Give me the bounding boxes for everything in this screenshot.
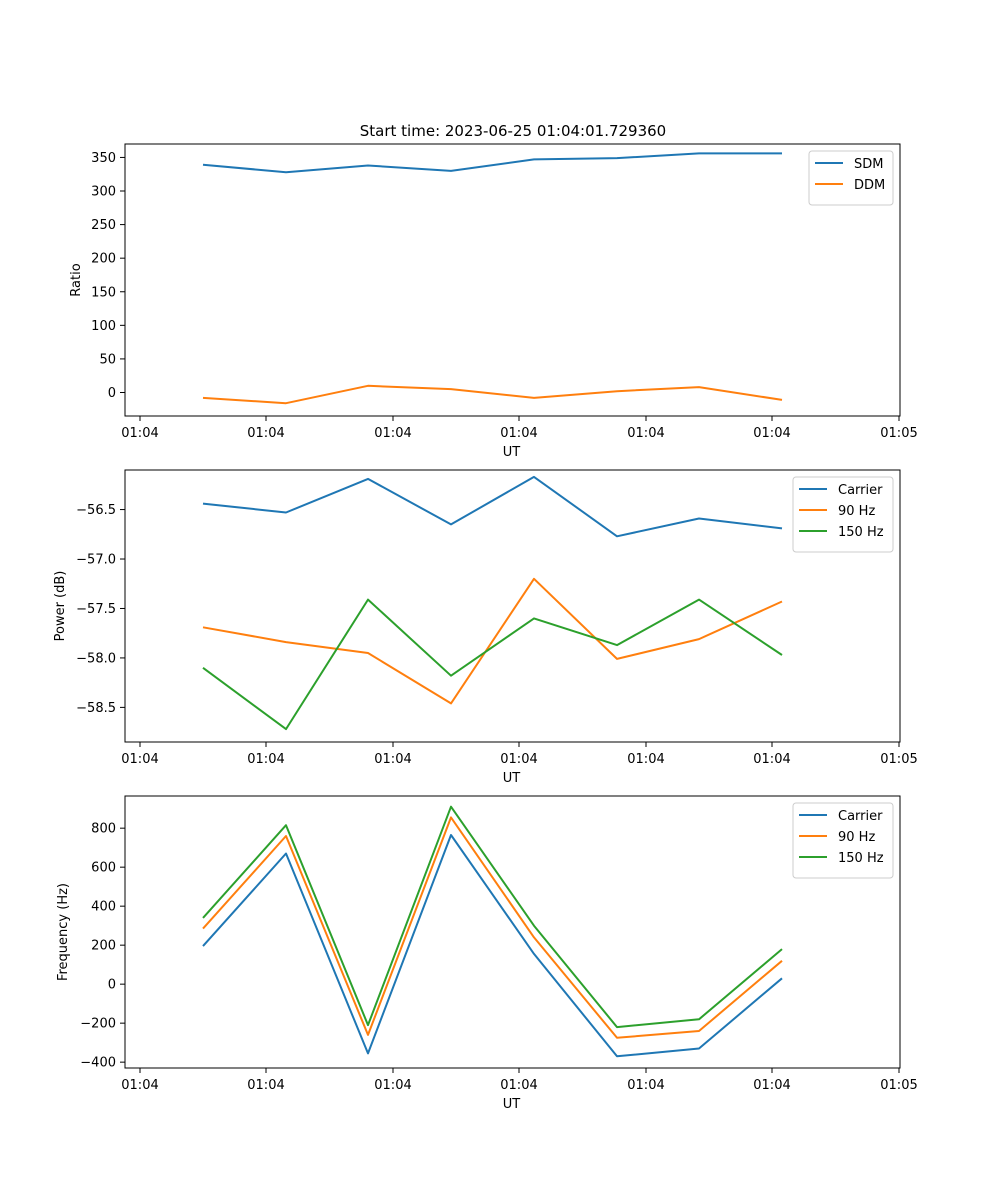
y-tick-label: 400 <box>91 900 116 915</box>
legend-box <box>792 802 894 879</box>
x-tick-label: 01:04 <box>247 426 284 441</box>
legend-box <box>808 150 894 206</box>
y-axis-label: Power (dB) <box>53 571 68 642</box>
x-tick-label: 01:04 <box>500 426 537 441</box>
plot-area <box>124 469 901 743</box>
x-tick-label: 01:04 <box>500 752 537 767</box>
series-line-90-hz <box>202 577 783 705</box>
legend: Carrier 90 Hz 150 Hz <box>792 476 894 553</box>
legend: Carrier 90 Hz 150 Hz <box>792 802 894 879</box>
x-tick-label: 01:05 <box>880 426 917 441</box>
ratio-panel: 01:04 01:04 01:04 01:04 01:04 01:04 01:05 UT 0 50… <box>69 143 918 460</box>
x-tick-label: 01:05 <box>880 1078 917 1093</box>
x-tick-label: 01:04 <box>627 426 664 441</box>
y-tick-label: −57.0 <box>76 553 116 568</box>
y-axis-label: Frequency (Hz) <box>56 883 71 981</box>
y-tick-label: 800 <box>91 822 116 837</box>
x-tick-label: 01:04 <box>121 752 158 767</box>
series-line-carrier <box>202 834 783 1058</box>
series-line-90-hz <box>202 816 783 1039</box>
x-tick-label: 01:05 <box>880 752 917 767</box>
legend-label-sdm: SDM <box>854 157 883 172</box>
legend-label-150-hz: 150 Hz <box>838 851 884 866</box>
y-tick-label: 600 <box>91 861 116 876</box>
x-tick-label: 01:04 <box>374 752 411 767</box>
x-tick-label: 01:04 <box>374 426 411 441</box>
series-line-150-hz <box>202 805 783 1029</box>
plot-area <box>124 795 901 1069</box>
plot-area <box>124 143 901 417</box>
x-tick-label: 01:04 <box>753 752 790 767</box>
series-line-carrier <box>202 475 783 538</box>
y-tick-label: 0 <box>108 978 116 993</box>
y-tick-label: 200 <box>91 939 116 954</box>
legend-box <box>792 476 894 553</box>
y-tick-label: −400 <box>80 1056 116 1071</box>
x-tick-label: 01:04 <box>247 752 284 767</box>
x-tick-label: 01:04 <box>121 426 158 441</box>
y-tick-label: −58.0 <box>76 651 116 666</box>
series-line-ddm <box>202 384 783 405</box>
y-tick-label: 200 <box>91 252 116 267</box>
y-tick-label: −58.5 <box>76 701 116 716</box>
x-axis-label: UT <box>503 445 521 460</box>
y-tick-label: 100 <box>91 319 116 334</box>
x-tick-label: 01:04 <box>247 1078 284 1093</box>
x-tick-label: 01:04 <box>627 1078 664 1093</box>
frequency-panel: 01:04 01:04 01:04 01:04 01:04 01:04 01:05 UT −40… <box>56 795 918 1112</box>
legend-label-90-hz: 90 Hz <box>838 504 875 519</box>
x-tick-label: 01:04 <box>121 1078 158 1093</box>
y-tick-label: −57.5 <box>76 602 116 617</box>
y-tick-label: −56.5 <box>76 503 116 518</box>
legend-label-carrier: Carrier <box>838 483 883 498</box>
x-tick-label: 01:04 <box>753 426 790 441</box>
chart-title: Start time: 2023-06-25 01:04:01.729360 <box>360 122 666 140</box>
series-line-150-hz <box>202 598 783 731</box>
legend-label-150-hz: 150 Hz <box>838 525 884 540</box>
x-tick-label: 01:04 <box>753 1078 790 1093</box>
x-tick-label: 01:04 <box>500 1078 537 1093</box>
x-tick-label: 01:04 <box>374 1078 411 1093</box>
legend-label-90-hz: 90 Hz <box>838 830 875 845</box>
x-tick-label: 01:04 <box>627 752 664 767</box>
legend-label-carrier: Carrier <box>838 809 883 824</box>
y-tick-label: 300 <box>91 185 116 200</box>
y-tick-label: 0 <box>108 386 116 401</box>
series-line-sdm <box>202 152 782 174</box>
y-axis-label: Ratio <box>69 263 84 296</box>
x-axis-label: UT <box>503 1097 521 1112</box>
y-tick-label: 350 <box>91 151 116 166</box>
power-panel: 01:04 01:04 01:04 01:04 01:04 01:04 01:05 UT −56… <box>53 469 918 786</box>
y-tick-label: 250 <box>91 218 116 233</box>
legend: SDM DDM <box>808 150 894 206</box>
y-tick-label: 50 <box>99 352 116 367</box>
y-tick-label: −200 <box>80 1017 116 1032</box>
x-axis-label: UT <box>503 771 521 786</box>
legend-label-ddm: DDM <box>854 178 885 193</box>
y-tick-label: 150 <box>91 285 116 300</box>
